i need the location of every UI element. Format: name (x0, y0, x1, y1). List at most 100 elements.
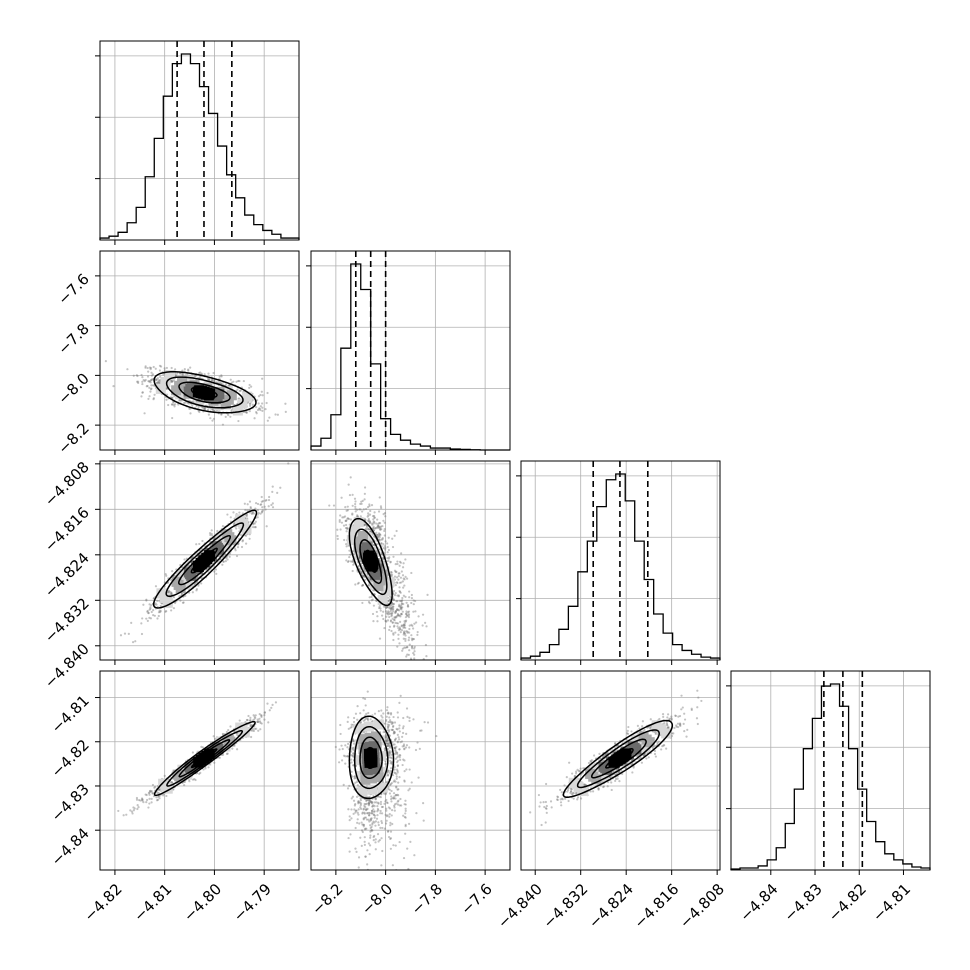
scatter-point (357, 813, 360, 816)
scatter-point (362, 709, 365, 712)
scatter-point (377, 710, 380, 713)
scatter-point (152, 614, 155, 617)
scatter-point (141, 380, 144, 383)
scatter-point (371, 805, 374, 808)
scatter-point (405, 610, 408, 613)
scatter-point (370, 828, 374, 832)
scatter-point (199, 371, 202, 374)
scatter-point (244, 508, 247, 512)
scatter-point (257, 729, 260, 732)
scatter-point (370, 817, 373, 820)
scatter-point (697, 696, 700, 699)
scatter-point (384, 735, 388, 739)
scatter-point (354, 847, 357, 850)
scatter-point (147, 792, 150, 795)
scatter-point (268, 495, 271, 499)
scatter-point (393, 534, 396, 537)
scatter-point (137, 380, 140, 383)
scatter-point (256, 720, 259, 723)
scatter-point (400, 804, 403, 807)
scatter-point (417, 776, 420, 779)
scatter-point (392, 844, 395, 847)
scatter-point (405, 768, 408, 771)
scatter-point (393, 768, 396, 771)
scatter-point (382, 730, 385, 734)
scatter-point (383, 748, 386, 751)
scatter-point (235, 554, 239, 558)
scatter-point (260, 503, 263, 506)
scatter-point (352, 720, 356, 724)
scatter-point (387, 712, 390, 715)
scatter-point (392, 715, 395, 719)
scatter-point (375, 522, 378, 525)
density-cell (353, 517, 364, 528)
scatter-point (399, 620, 402, 623)
scatter-point (388, 792, 392, 795)
scatter-point (556, 795, 559, 798)
scatter-point (642, 730, 645, 733)
scatter-point (378, 535, 381, 539)
scatter-point (187, 368, 190, 371)
scatter-point (149, 606, 152, 609)
scatter-point (386, 744, 389, 748)
scatter-point (390, 722, 393, 725)
scatter-point (165, 387, 168, 390)
scatter-point (374, 841, 377, 844)
scatter-point (371, 527, 375, 530)
scatter-point (668, 717, 671, 720)
scatter-point (398, 627, 402, 630)
scatter-point (368, 799, 371, 803)
scatter-point (392, 632, 395, 635)
density-cell (205, 388, 216, 399)
scatter-point (392, 598, 395, 602)
scatter-point (390, 762, 394, 765)
x-tick-label: −4.840 (494, 880, 546, 932)
contour-level-3 (348, 715, 395, 800)
scatter-point (357, 581, 360, 584)
scatter-point (391, 608, 394, 611)
scatter-point (545, 811, 548, 814)
scatter-point (210, 378, 214, 382)
scatter-point (373, 516, 376, 519)
scatter-point (147, 611, 150, 615)
scatter-point (610, 781, 613, 784)
density-cell (222, 529, 233, 540)
scatter-point (389, 561, 392, 564)
scatter-point (391, 822, 394, 826)
scatter-point (401, 647, 405, 650)
scatter-point (397, 605, 401, 608)
scatter-point (239, 533, 242, 536)
scatter-point (386, 801, 389, 805)
scatter-point (206, 378, 210, 381)
scatter-point (258, 717, 261, 720)
scatter-point (404, 803, 407, 806)
x-tick-label: −4.82 (825, 880, 870, 925)
scatter-point (583, 783, 586, 786)
scatter-point (380, 837, 383, 840)
scatter-point (379, 526, 382, 529)
scatter-point (378, 522, 382, 525)
scatter-point (383, 802, 386, 805)
scatter-point (253, 522, 256, 525)
scatter-point (390, 612, 393, 615)
scatter-point (394, 780, 397, 783)
scatter-point (572, 791, 575, 795)
scatter-point (209, 417, 212, 420)
scatter-point (164, 572, 167, 576)
scatter-point (388, 734, 392, 737)
scatter-point (183, 367, 186, 371)
scatter-point (640, 761, 644, 764)
scatter-point (402, 716, 405, 720)
scatter-point (384, 800, 387, 803)
scatter-point (263, 711, 266, 714)
scatter-point (414, 610, 417, 613)
scatter-point (415, 621, 418, 624)
scatter-point (356, 582, 360, 585)
scatter-point (398, 586, 401, 589)
density-cell (158, 778, 169, 789)
scatter-point (401, 745, 404, 748)
x-tick-label: −7.8 (408, 880, 446, 918)
scatter-point (353, 804, 356, 807)
scatter-point (386, 723, 389, 726)
scatter-point (379, 812, 382, 815)
